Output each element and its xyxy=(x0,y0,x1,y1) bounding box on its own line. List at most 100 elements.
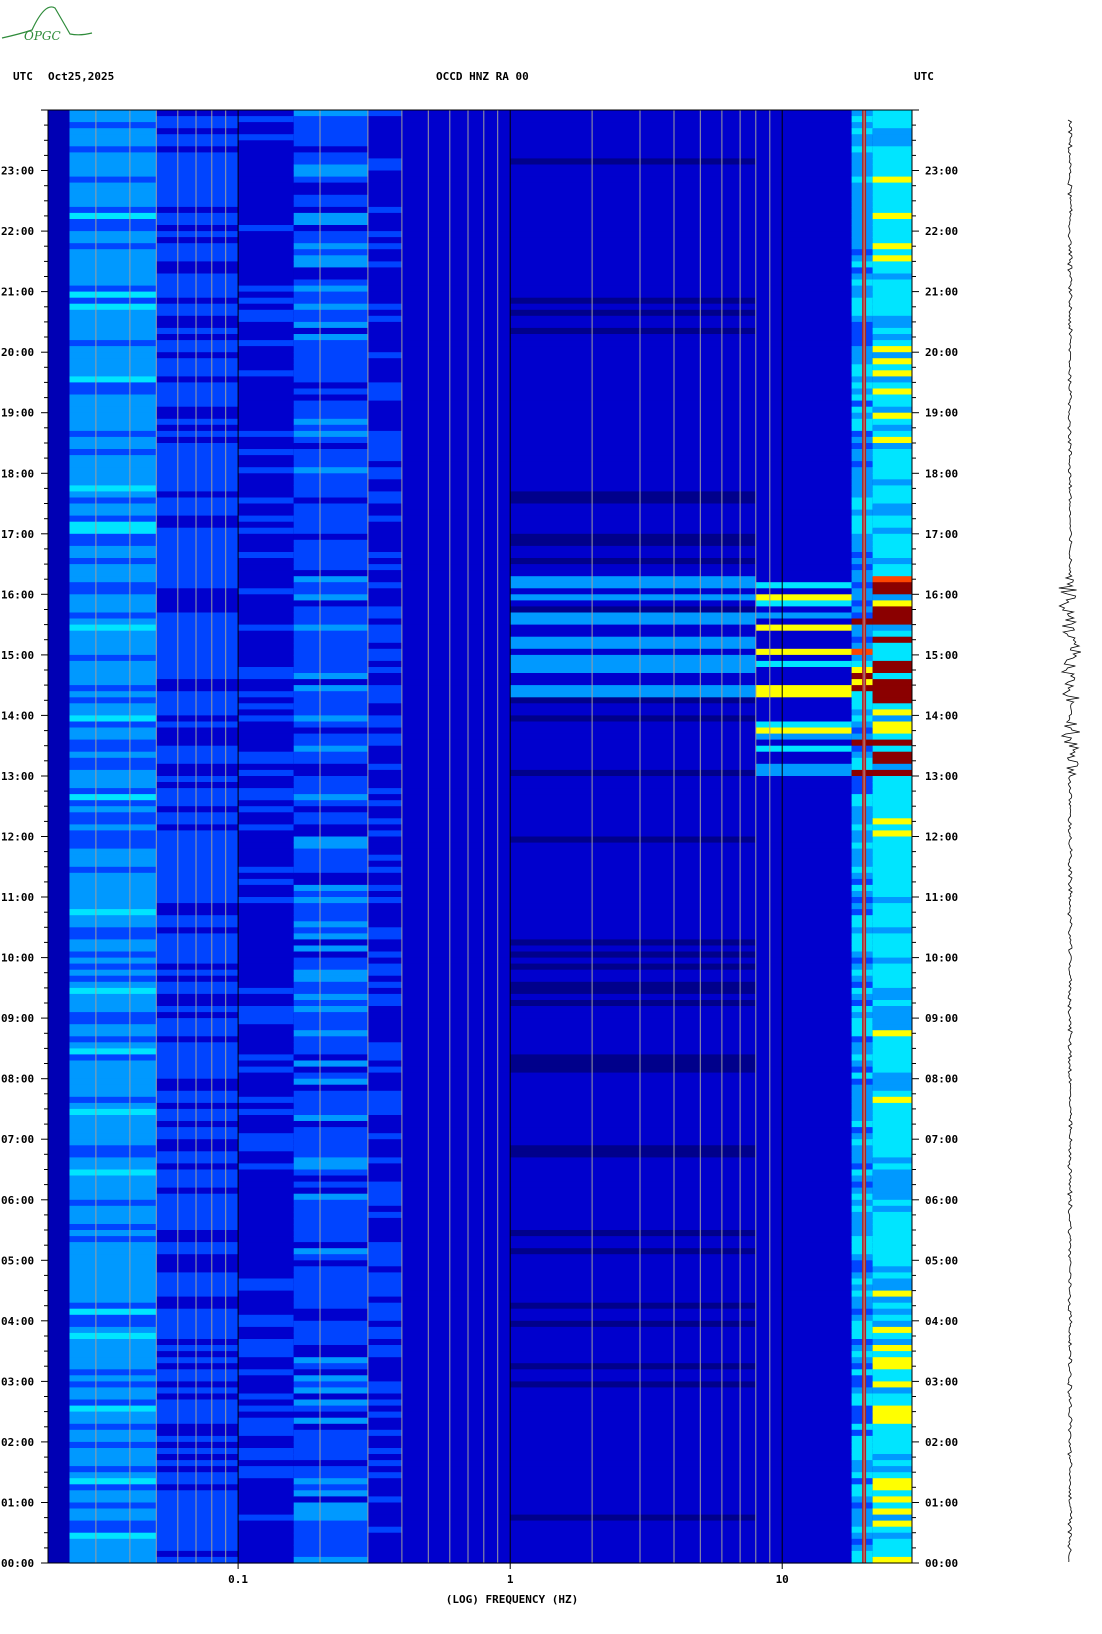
heatmap-cell xyxy=(510,364,756,371)
heatmap-cell xyxy=(401,739,511,747)
heatmap-cell xyxy=(367,346,402,353)
heatmap-cell xyxy=(238,1399,294,1407)
y-tick-label-left: 20:00 xyxy=(1,346,34,359)
heatmap-cell xyxy=(293,1484,368,1491)
heatmap-cell xyxy=(238,1217,294,1225)
heatmap-cell xyxy=(69,116,157,123)
heatmap-cell xyxy=(510,1448,756,1455)
heatmap-cell xyxy=(156,963,239,971)
heatmap-cell xyxy=(69,1369,157,1376)
heatmap-cell xyxy=(69,1272,157,1280)
heatmap-cell xyxy=(872,388,912,396)
heatmap-cell xyxy=(238,1133,294,1140)
spectrogram-heatmap xyxy=(48,110,912,1564)
heatmap-cell xyxy=(238,261,294,269)
heatmap-cell xyxy=(293,1096,368,1104)
heatmap-cell xyxy=(238,406,294,414)
heatmap-cell xyxy=(238,527,294,535)
heatmap-cell xyxy=(156,455,239,462)
heatmap-cell xyxy=(69,842,157,850)
heatmap-cell xyxy=(156,1084,239,1092)
heatmap-cell xyxy=(293,164,368,172)
heatmap-cell xyxy=(238,981,294,989)
heatmap-cell xyxy=(401,897,511,904)
heatmap-cell xyxy=(401,491,511,499)
heatmap-cell xyxy=(156,1230,239,1237)
heatmap-cell xyxy=(367,394,402,402)
heatmap-cell xyxy=(238,897,294,904)
heatmap-cell xyxy=(510,1169,756,1177)
heatmap-cell xyxy=(872,533,912,541)
heatmap-cell xyxy=(367,685,402,692)
heatmap-cell xyxy=(872,1393,912,1401)
heatmap-cell xyxy=(367,412,402,420)
heatmap-cell xyxy=(401,521,511,529)
heatmap-cell xyxy=(510,733,756,741)
heatmap-cell xyxy=(872,473,912,480)
heatmap-cell xyxy=(156,685,239,692)
heatmap-cell xyxy=(156,1012,239,1019)
heatmap-cell xyxy=(367,1314,402,1322)
heatmap-cell xyxy=(872,285,912,293)
heatmap-cell xyxy=(755,327,852,335)
heatmap-cell xyxy=(755,503,852,511)
heatmap-cell xyxy=(156,1332,239,1340)
heatmap-cell xyxy=(156,1339,239,1346)
y-tick-label-right: 02:00 xyxy=(925,1436,958,1449)
heatmap-cell xyxy=(872,443,912,450)
heatmap-cell xyxy=(238,552,294,559)
heatmap-cell xyxy=(293,679,368,686)
heatmap-cell xyxy=(367,358,402,365)
heatmap-cell xyxy=(401,642,511,650)
heatmap-cell xyxy=(755,279,852,287)
heatmap-cell xyxy=(293,582,368,589)
heatmap-cell xyxy=(69,273,157,281)
heatmap-cell xyxy=(156,1478,239,1485)
heatmap-cell xyxy=(872,545,912,553)
heatmap-cell xyxy=(156,1121,239,1128)
heatmap-cell xyxy=(156,745,239,753)
heatmap-cell xyxy=(238,1381,294,1389)
heatmap-cell xyxy=(755,691,852,698)
heatmap-cell xyxy=(367,1490,402,1497)
heatmap-cell xyxy=(755,1314,852,1322)
heatmap-cell xyxy=(872,116,912,123)
heatmap-cell xyxy=(872,249,912,256)
heatmap-cell xyxy=(872,993,912,1001)
heatmap-cell xyxy=(510,340,756,347)
heatmap-cell xyxy=(293,558,368,565)
heatmap-cell xyxy=(367,503,402,511)
heatmap-cell xyxy=(872,394,912,402)
heatmap-cell xyxy=(293,285,368,293)
heatmap-cell xyxy=(293,1478,368,1485)
heatmap-cell xyxy=(156,1181,239,1189)
heatmap-cell xyxy=(69,1375,157,1382)
heatmap-cell xyxy=(401,315,511,323)
heatmap-cell xyxy=(510,128,756,135)
heatmap-cell xyxy=(156,1018,239,1025)
heatmap-cell xyxy=(293,503,368,511)
heatmap-cell xyxy=(238,933,294,941)
heatmap-cell xyxy=(69,1199,157,1207)
heatmap-cell xyxy=(69,660,157,668)
heatmap-cell xyxy=(367,176,402,184)
heatmap-cell xyxy=(156,291,239,299)
heatmap-cell xyxy=(293,1248,368,1255)
heatmap-cell xyxy=(510,170,756,178)
y-tick-label-right: 17:00 xyxy=(925,528,958,541)
heatmap-cell xyxy=(401,1054,511,1062)
heatmap-cell xyxy=(755,1381,852,1389)
heatmap-cell xyxy=(755,1508,852,1516)
heatmap-cell xyxy=(755,800,852,807)
heatmap-cell xyxy=(872,503,912,511)
heatmap-cell xyxy=(401,1254,511,1261)
heatmap-cell xyxy=(510,1036,756,1043)
heatmap-cell xyxy=(510,1193,756,1201)
heatmap-cell xyxy=(367,1302,402,1310)
heatmap-cell xyxy=(367,842,402,850)
heatmap-cell xyxy=(293,1290,368,1298)
heatmap-cell xyxy=(367,1496,402,1504)
heatmap-cell xyxy=(755,570,852,577)
heatmap-cell xyxy=(510,1066,756,1074)
heatmap-cell xyxy=(156,1102,239,1110)
